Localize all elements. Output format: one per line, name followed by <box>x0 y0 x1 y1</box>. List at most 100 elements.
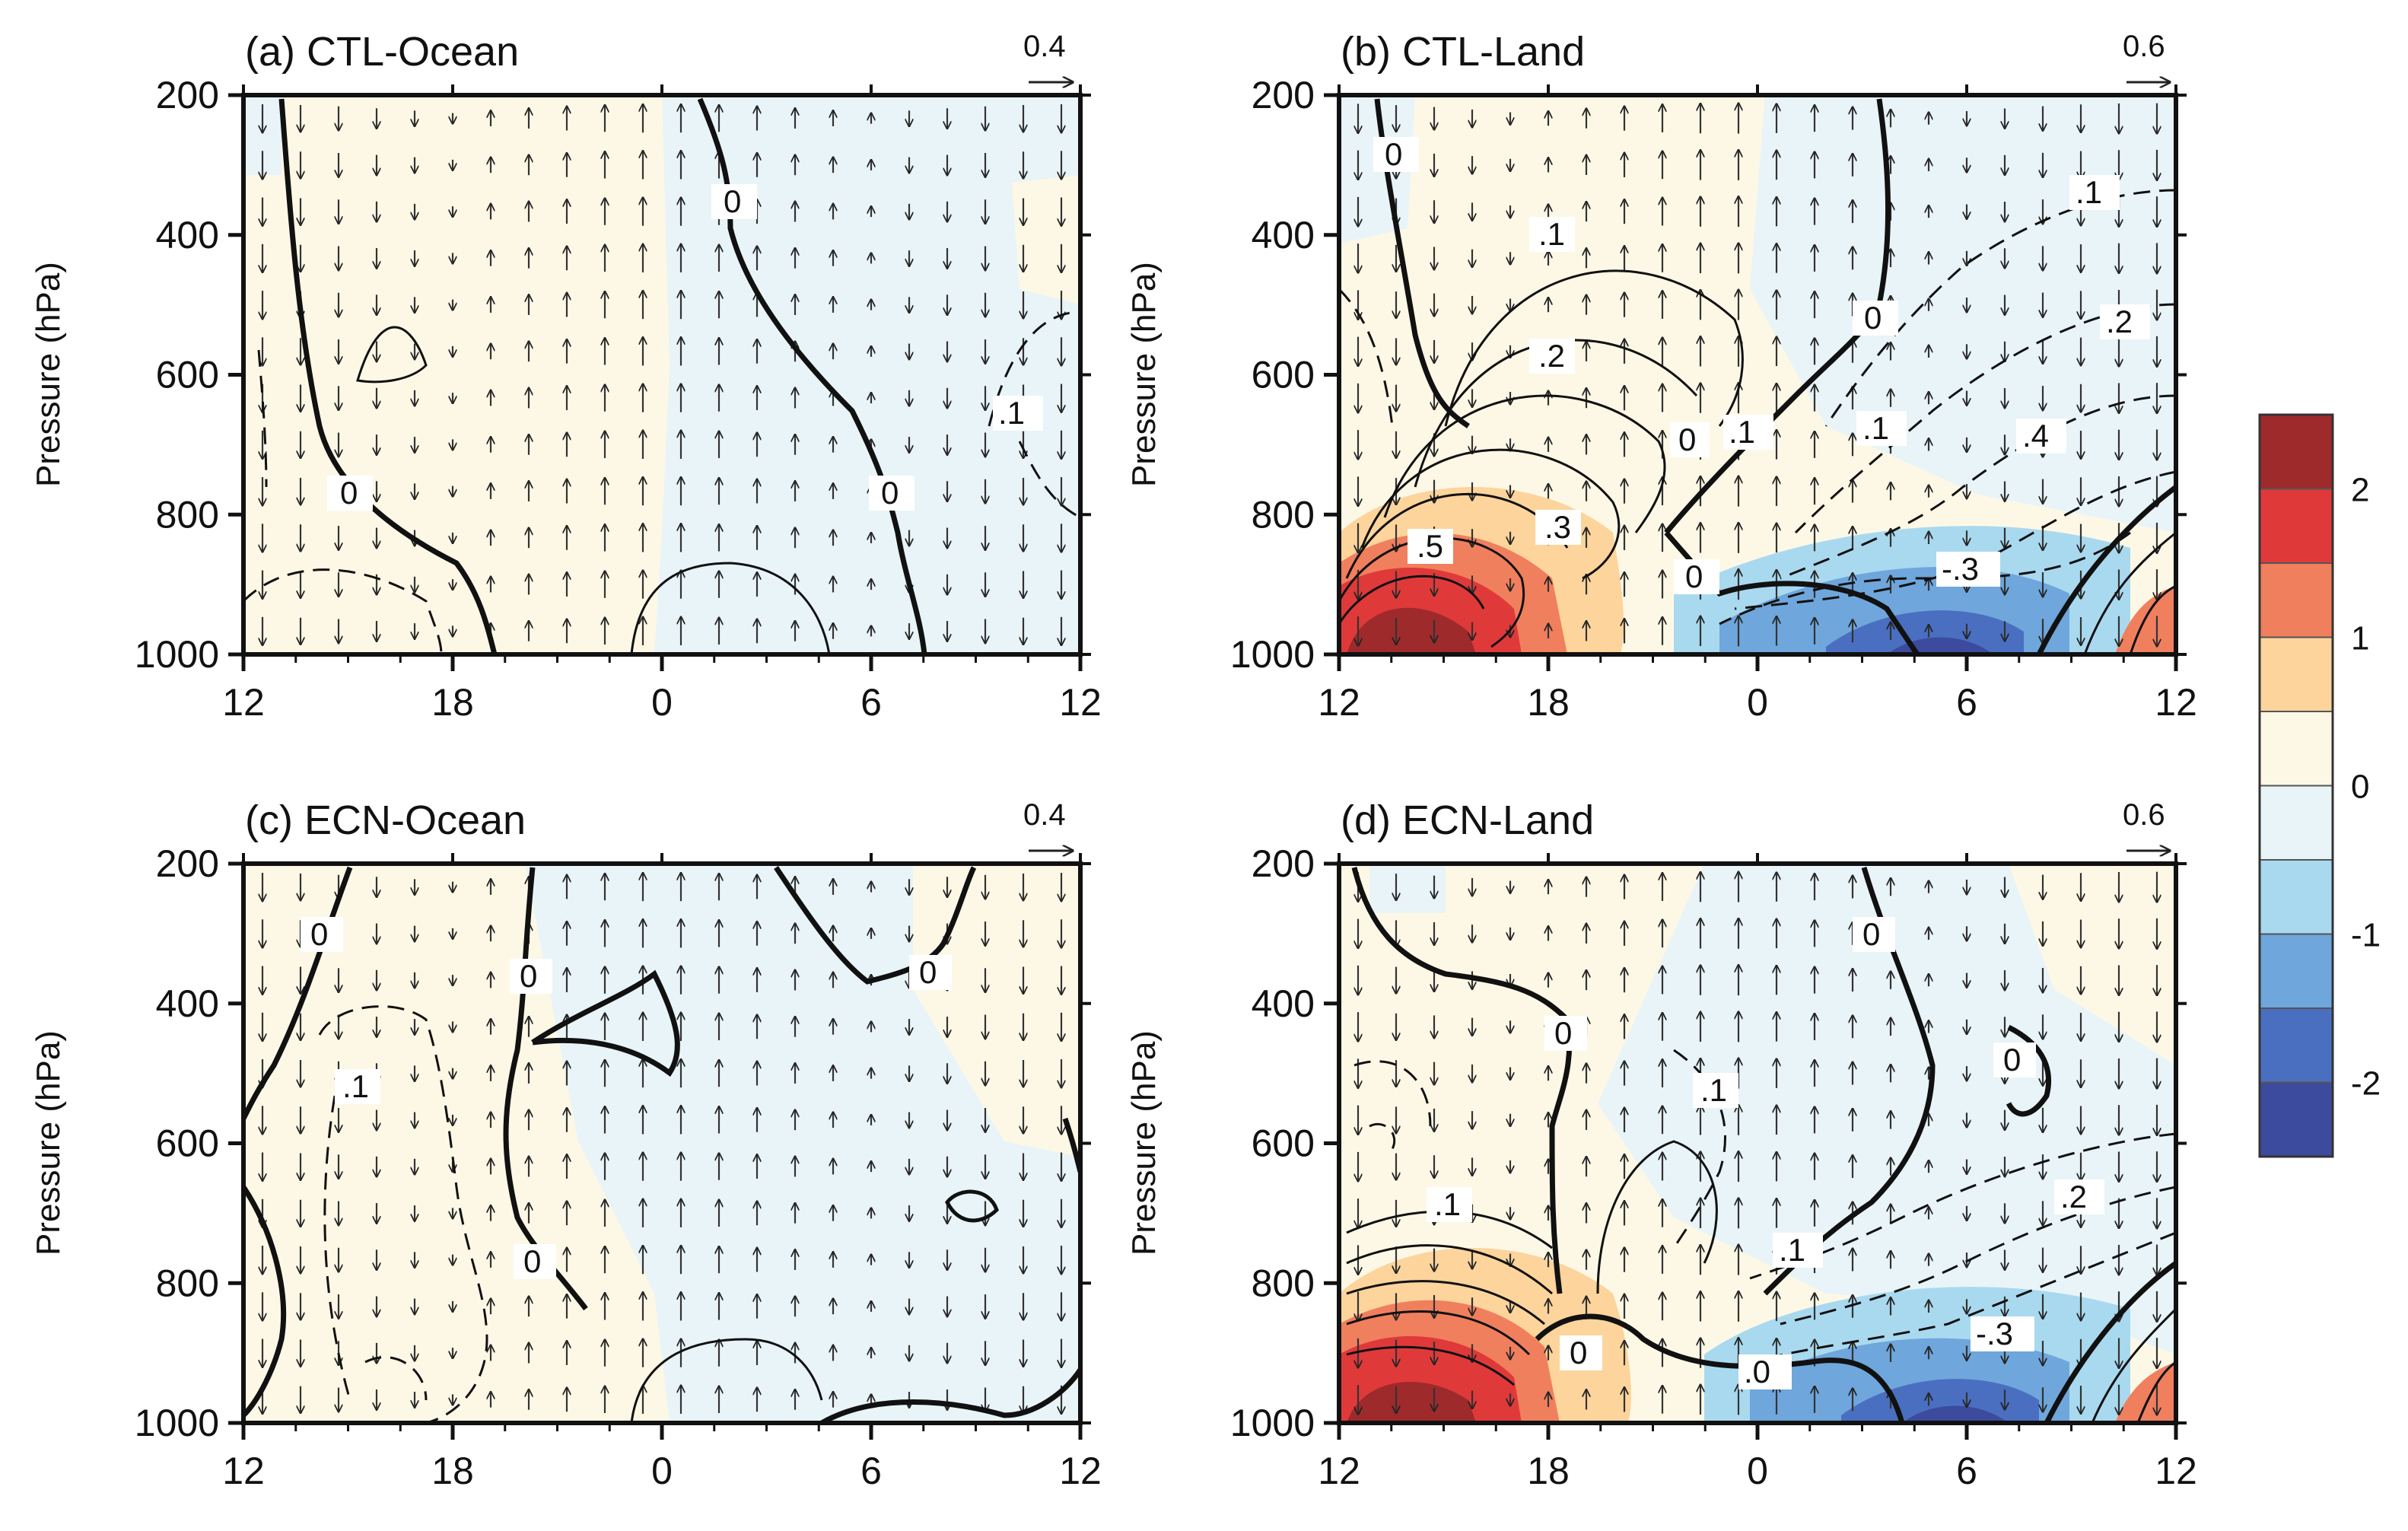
x-tick-label: 6 <box>1956 681 1977 724</box>
x-tick-label: 6 <box>1956 1450 1977 1492</box>
y-tick-label: 1000 <box>135 633 219 676</box>
svg-text:.1: .1 <box>1729 414 1755 450</box>
panel-d-title: (d) ECN-Land <box>1341 797 1594 843</box>
panel-a-shading <box>243 95 1080 654</box>
svg-text:0.4: 0.4 <box>1023 798 1066 832</box>
contour-label: .5 <box>1408 528 1453 564</box>
x-tick-label: 12 <box>1059 1450 1102 1492</box>
svg-text:-.3: -.3 <box>1976 1316 2013 1351</box>
contour-label: 0 <box>1853 300 1898 336</box>
contour-label: .2 <box>2054 1179 2104 1214</box>
svg-text:0: 0 <box>1864 300 1882 336</box>
colorbar-swatch <box>2259 636 2333 712</box>
contour-label: 0 <box>1544 1015 1587 1051</box>
x-tick-label: 12 <box>1318 1450 1360 1492</box>
colorbar-swatch <box>2259 933 2333 1009</box>
contour-neg-d3 <box>1369 1122 1396 1150</box>
x-tick-label: 18 <box>1527 681 1570 724</box>
contour-neg-a3 <box>243 568 443 654</box>
contour-pos-d1 <box>1596 1140 1718 1294</box>
contour-pos-c2 <box>945 1189 999 1223</box>
y-tick-label: 800 <box>1252 1262 1315 1304</box>
contour-pos-b8 <box>2083 531 2176 654</box>
x-tick-label: 18 <box>431 681 474 724</box>
y-tick-label: 200 <box>1252 74 1315 116</box>
contour-label: .1 <box>1773 1232 1823 1268</box>
contour-label: -.3 <box>1936 551 2000 587</box>
contour-zero-c6 <box>820 1368 1080 1423</box>
contour-zero-b3 <box>1664 530 1920 654</box>
panel-a-ref-vector: 0.4 <box>1023 30 1073 82</box>
contour-neg-b5 <box>1719 531 2131 625</box>
x-tick-label: 12 <box>2155 1450 2197 1492</box>
contour-label: 0 <box>869 475 915 511</box>
svg-text:0: 0 <box>881 475 899 511</box>
colorbar-swatch <box>2259 562 2333 638</box>
contour-label: .1 <box>335 1068 380 1104</box>
x-tick-label: 18 <box>431 1450 474 1492</box>
panel-d-shading <box>1339 864 2176 1423</box>
contour-zero-b4 <box>2036 485 2176 654</box>
panel-a-ticks: 12 18 0 6 12 200 400 600 800 1000 <box>135 74 1102 724</box>
svg-text:0.6: 0.6 <box>2123 30 2165 63</box>
colorbar-label: 2 <box>2351 472 2369 509</box>
panel-a-vectors <box>262 104 1061 645</box>
colorbar-swatch <box>2259 785 2333 861</box>
svg-text:.1: .1 <box>342 1068 369 1104</box>
panel-d-ref-vector: 0.6 <box>2123 798 2170 851</box>
contour-label: 0 <box>301 916 343 952</box>
contour-label: 0 <box>909 954 952 990</box>
x-tick-label: 0 <box>1747 1450 1768 1492</box>
svg-text:.2: .2 <box>2060 1179 2087 1214</box>
contour-label: .1 <box>993 395 1043 431</box>
colorbar-swatch <box>2259 1007 2333 1084</box>
contour-neg-a2 <box>1018 441 1080 519</box>
svg-text:0: 0 <box>1554 1015 1572 1051</box>
contour-label: -.3 <box>1971 1316 2034 1351</box>
panel-a-title: (a) CTL-Ocean <box>245 29 519 75</box>
contour-pos-d7 <box>2091 1307 2176 1423</box>
svg-text:.1: .1 <box>1700 1072 1727 1108</box>
y-tick-label: 600 <box>156 1122 219 1165</box>
panel-d-contour-labels: 0 0 .1 .1 0 .0 .1 .2 -.3 0 <box>1427 916 2104 1389</box>
y-tick-label: 800 <box>1252 493 1315 536</box>
panel-c-ylabel: Pressure (hPa) <box>30 1030 67 1256</box>
contour-zero-d5 <box>2044 1261 2176 1423</box>
svg-text:.1: .1 <box>1434 1186 1461 1222</box>
contour-label: .4 <box>2016 418 2066 454</box>
svg-text:0: 0 <box>340 475 358 511</box>
contour-pos-b3 <box>1383 394 1666 533</box>
y-tick-label: 400 <box>1252 982 1315 1025</box>
contour-zero-c1 <box>243 866 353 1120</box>
x-tick-label: 12 <box>2155 681 2197 724</box>
svg-text:.2: .2 <box>1538 338 1565 374</box>
contour-zero-c2 <box>243 1186 286 1418</box>
svg-text:.1: .1 <box>998 395 1025 431</box>
contour-neg-c1 <box>318 1005 488 1423</box>
contour-label: .0 <box>1738 1354 1792 1389</box>
contour-zero-a1 <box>278 98 498 654</box>
svg-text:0: 0 <box>1570 1335 1587 1370</box>
contour-neg-d2 <box>1354 1060 1432 1127</box>
colorbar-label: -1 <box>2351 917 2381 954</box>
svg-text:.1: .1 <box>1862 410 1889 446</box>
contour-neg-b3 <box>1780 394 2176 580</box>
contour-pos-d4 <box>1346 1280 1545 1326</box>
contour-label: .2 <box>2100 304 2150 339</box>
x-tick-label: 18 <box>1527 1450 1570 1492</box>
y-tick-label: 200 <box>1252 842 1315 885</box>
svg-text:.1: .1 <box>1779 1232 1805 1268</box>
panel-c-shading <box>243 864 1080 1423</box>
contour-label: .1 <box>1427 1186 1472 1222</box>
svg-text:.1: .1 <box>1538 216 1565 252</box>
contour-label: .3 <box>1535 509 1581 545</box>
colorbar-swatch <box>2259 488 2333 564</box>
contour-neg-b6 <box>1339 288 1394 427</box>
y-tick-label: 400 <box>156 214 219 256</box>
svg-text:0: 0 <box>2003 1042 2021 1077</box>
svg-text:0: 0 <box>1862 916 1880 952</box>
panel-a-ylabel: Pressure (hPa) <box>30 262 67 487</box>
panel-a: 12 18 0 6 12 200 400 600 800 1000 (a) CTL-Ocean 0… <box>30 29 1102 724</box>
x-tick-label: 12 <box>222 1450 265 1492</box>
